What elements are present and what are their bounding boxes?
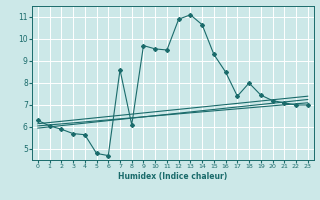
X-axis label: Humidex (Indice chaleur): Humidex (Indice chaleur) — [118, 172, 228, 181]
